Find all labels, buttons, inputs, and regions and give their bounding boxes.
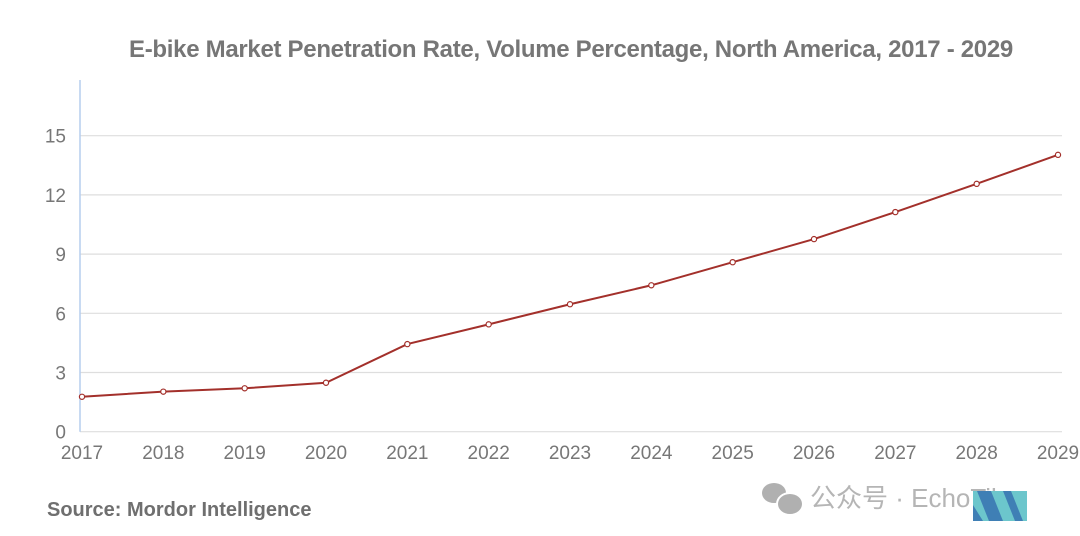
x-tick-label: 2027: [874, 443, 916, 464]
y-tick-label: 9: [55, 245, 66, 266]
data-point: [1054, 151, 1062, 159]
x-tick-label: 2028: [956, 443, 998, 464]
x-tick-label: 2023: [549, 443, 591, 464]
mordor-logo: [973, 491, 1027, 521]
data-point: [648, 282, 655, 289]
data-point: [78, 393, 86, 400]
data-point: [973, 180, 980, 188]
x-tick-label: 2018: [142, 443, 184, 464]
data-point: [810, 235, 818, 243]
data-point: [160, 388, 167, 395]
y-tick-label: 15: [45, 127, 66, 148]
chart-title: E-bike Market Penetration Rate, Volume P…: [129, 36, 1013, 63]
y-tick-label: 6: [55, 304, 66, 325]
watermark: 公众号 · EchoTik: [762, 478, 1005, 516]
data-point: [241, 385, 248, 392]
x-tick-label: 2022: [468, 443, 510, 464]
x-tick-label: 2026: [793, 443, 835, 464]
series-line: [81, 153, 1059, 398]
data-point: [729, 258, 736, 266]
y-tick-label: 0: [55, 423, 66, 444]
x-tick-label: 2025: [712, 443, 754, 464]
y-tick-label: 3: [55, 364, 66, 385]
x-tick-label: 2029: [1037, 443, 1079, 464]
wechat-icon: [762, 481, 804, 516]
x-tick-label: 2019: [224, 443, 266, 464]
watermark-text: 公众号 · EchoTik: [810, 483, 1005, 513]
data-point: [485, 321, 492, 328]
x-tick-label: 2017: [61, 443, 103, 464]
data-point: [404, 340, 411, 348]
x-tick-label: 2020: [305, 443, 347, 464]
source-label: Source: Mordor Intelligence: [47, 499, 312, 521]
y-tick-label: 12: [45, 186, 66, 207]
data-point: [566, 301, 574, 308]
data-point: [892, 208, 899, 216]
x-tick-label: 2024: [630, 443, 673, 464]
x-tick-label: 2021: [386, 443, 428, 464]
data-point: [322, 379, 330, 386]
